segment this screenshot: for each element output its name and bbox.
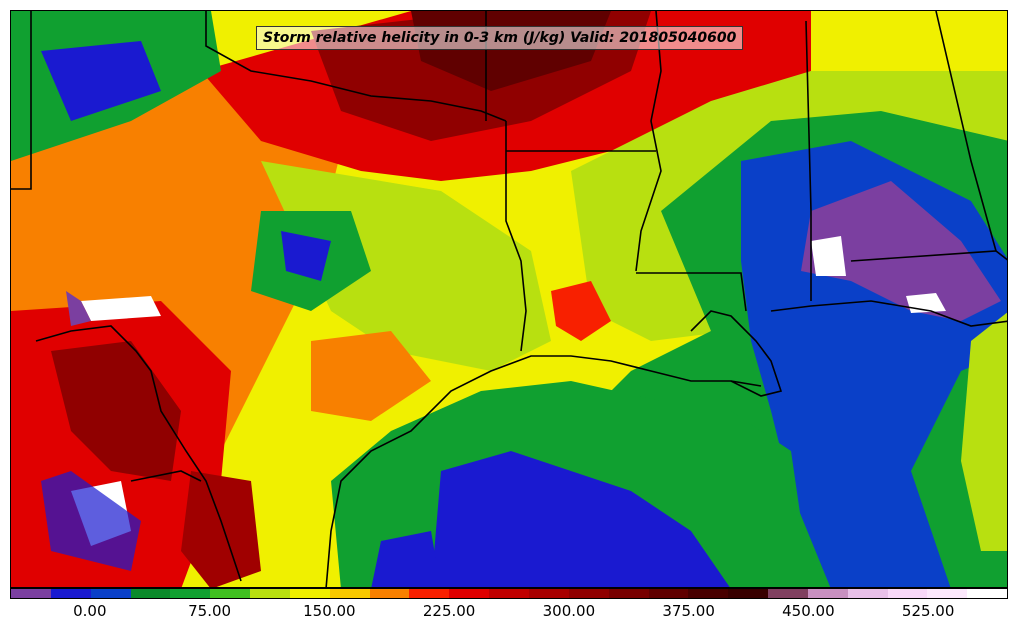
colorbar-tick-label: 0.00 (73, 602, 107, 620)
colorbar-tick-label: 75.00 (188, 602, 232, 620)
rio-grande (35, 325, 242, 582)
colorbar-segment (90, 589, 131, 598)
field-darkred-southwest (51, 341, 181, 481)
alabama-georgia-border (935, 11, 997, 252)
colorbar-segment (409, 589, 450, 598)
colorbar-segment (489, 589, 529, 598)
colorbar-segment (608, 589, 649, 598)
texas-coastline (325, 355, 762, 587)
colorbar-segment (449, 589, 490, 598)
colorbar-segment (210, 589, 251, 598)
colorbar-segment (847, 589, 888, 598)
field-purple-west (66, 291, 91, 326)
colorbar-segment (289, 589, 330, 598)
colorbar-segment (11, 589, 51, 598)
colorbar (10, 588, 1008, 599)
field-white-west (81, 296, 161, 321)
colorbar-segment (250, 589, 290, 598)
field-blue-central (281, 231, 331, 281)
colorbar-segment (130, 589, 171, 598)
colorbar-tick-label: 450.00 (782, 602, 835, 620)
colorbar-segment (728, 589, 769, 598)
colorbar-segment (648, 589, 689, 598)
colorbar-labels: 0.00 75.00 150.00 225.00 300.00 375.00 450.00 5… (10, 602, 1008, 624)
colorbar-segment (528, 589, 569, 598)
colorbar-tick-label: 225.00 (422, 602, 476, 620)
colorbar-segment (50, 589, 91, 598)
field-lime-seast (961, 312, 1007, 551)
colorbar-tick-label: 525.00 (901, 602, 955, 620)
colorbar-segment (170, 589, 211, 598)
colorbar-segment (967, 589, 1008, 598)
map-title: Storm relative helicity in 0-3 km (J/kg)… (256, 26, 744, 50)
field-blue-gulf (431, 451, 730, 587)
field-blue-southwest (41, 471, 141, 571)
colorbar-tick-label: 375.00 (662, 602, 715, 620)
field-orange-coast (311, 331, 431, 421)
field-red-coast (551, 281, 611, 341)
colorbar-segment (768, 589, 808, 598)
colorbar-segment (369, 589, 410, 598)
mississippi-alabama-border (805, 20, 812, 301)
colorbar-segment (329, 589, 370, 598)
louisiana-coastline (690, 310, 783, 397)
mississippi-river (635, 11, 662, 272)
louisiana-mississippi-border (636, 272, 747, 312)
new-mexico-border (11, 11, 32, 190)
field-white-east-1 (811, 236, 846, 276)
gulf-coast-east (770, 300, 1007, 327)
colorbar-segment (688, 589, 729, 598)
mexico-border-south (130, 470, 202, 482)
colorbar-segment (927, 589, 968, 598)
field-blue-gulf-west (371, 531, 441, 587)
colorbar-segment (568, 589, 609, 598)
field-purple-east (801, 181, 1001, 321)
state-boundaries (11, 11, 1007, 587)
colorbar-tick-label: 300.00 (542, 602, 596, 620)
oklahoma-texas-border (205, 11, 507, 122)
field-blue-northwest (41, 41, 161, 121)
colorbar-segment (807, 589, 848, 598)
field-darkred-mexico (181, 471, 261, 587)
helicity-map: Storm relative helicity in 0-3 km (J/kg)… (10, 10, 1008, 588)
colorbar-tick-label: 150.00 (303, 602, 356, 620)
texas-louisiana-border (505, 121, 527, 352)
colorbar-segment (887, 589, 928, 598)
